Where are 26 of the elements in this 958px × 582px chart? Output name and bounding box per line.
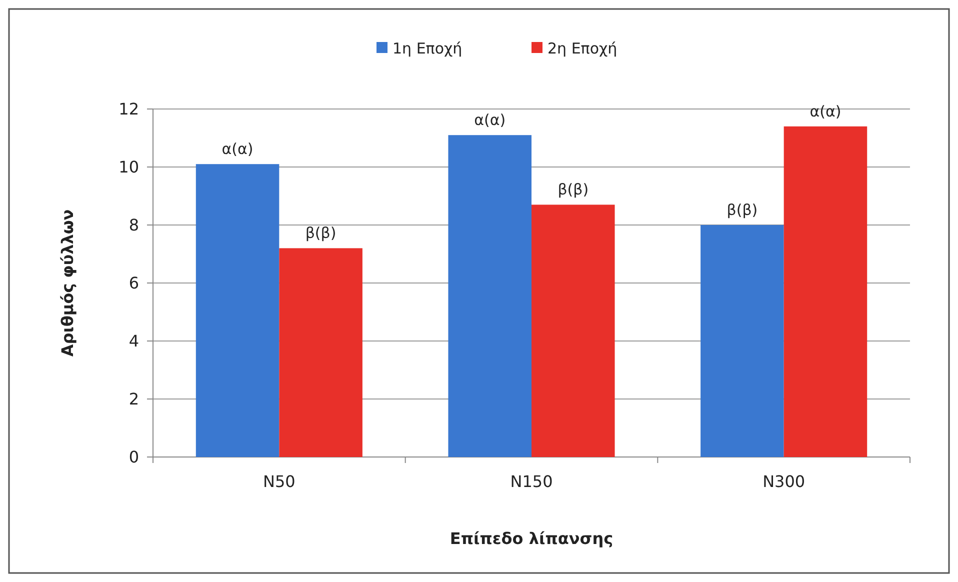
x-tick-label: N50 bbox=[263, 472, 296, 491]
y-tick-label: 0 bbox=[128, 448, 139, 467]
data-label: β(β) bbox=[305, 224, 336, 242]
y-tick-label: 4 bbox=[128, 332, 139, 351]
bar bbox=[532, 204, 615, 457]
legend-label: 1η Εποχή bbox=[392, 39, 462, 58]
y-tick-label: 10 bbox=[118, 158, 139, 177]
x-tick-label: N150 bbox=[510, 472, 553, 491]
y-tick-label: 2 bbox=[128, 390, 139, 409]
bar bbox=[196, 164, 280, 457]
data-label: α(α) bbox=[222, 140, 254, 158]
y-axis-title: Αριθμός φύλλων bbox=[58, 209, 77, 357]
y-tick-label: 6 bbox=[128, 274, 139, 293]
legend-label: 2η Εποχή bbox=[548, 39, 618, 58]
bar bbox=[700, 225, 784, 457]
bar bbox=[448, 135, 532, 457]
x-axis-title: Επίπεδο λίπανσης bbox=[450, 529, 614, 548]
data-label: β(β) bbox=[558, 180, 589, 199]
data-label: α(α) bbox=[810, 102, 842, 120]
x-tick-label: N300 bbox=[762, 472, 806, 491]
y-tick-label: 8 bbox=[128, 216, 139, 235]
bar bbox=[279, 248, 362, 457]
data-label: β(β) bbox=[726, 201, 758, 219]
data-label: α(α) bbox=[474, 111, 506, 130]
bar bbox=[784, 126, 868, 457]
y-tick-label: 12 bbox=[118, 100, 139, 119]
